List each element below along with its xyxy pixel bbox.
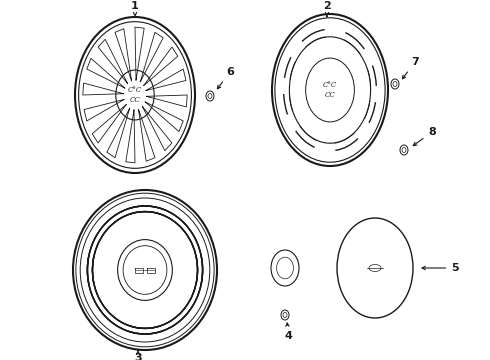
Text: 3: 3 (134, 350, 142, 360)
Text: C°C
CC: C°C CC (323, 81, 337, 99)
Text: 1: 1 (131, 1, 139, 17)
Text: 8: 8 (413, 127, 436, 146)
Text: 2: 2 (323, 1, 331, 17)
Text: 7: 7 (402, 57, 419, 79)
Text: 6: 6 (218, 67, 234, 89)
Text: 5: 5 (422, 263, 459, 273)
Text: 4: 4 (284, 323, 292, 341)
Text: C°C
CC: C°C CC (128, 86, 142, 104)
